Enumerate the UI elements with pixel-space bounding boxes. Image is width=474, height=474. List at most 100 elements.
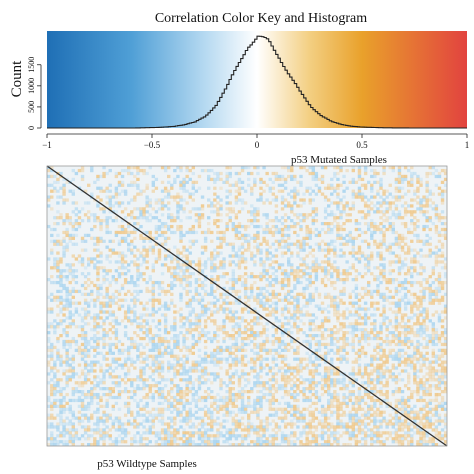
heatmap-cell — [323, 345, 328, 350]
heatmap-cell — [179, 269, 183, 273]
heatmap-cell — [228, 363, 232, 367]
heatmap-cell — [240, 260, 245, 264]
heatmap-cell — [216, 360, 220, 364]
heatmap-cell — [127, 348, 131, 352]
heatmap-cell — [96, 351, 100, 355]
heatmap-cell — [185, 248, 189, 252]
heatmap-cell — [139, 236, 143, 240]
heatmap-cell — [265, 239, 269, 243]
heatmap-cell — [216, 325, 220, 329]
heatmap-cell — [117, 363, 122, 367]
heatmap-cell — [139, 387, 143, 391]
heatmap-cell — [111, 301, 115, 305]
heatmap-cell — [219, 219, 223, 223]
heatmap-cell — [400, 295, 405, 299]
heatmap-cell — [210, 313, 214, 317]
heatmap-cell — [87, 263, 91, 267]
heatmap-cell — [274, 390, 279, 394]
heatmap-cell — [243, 272, 248, 276]
heatmap-cell — [333, 201, 337, 205]
heatmap-cell — [357, 168, 362, 173]
heatmap-cell — [256, 171, 260, 176]
heatmap-cell — [231, 404, 235, 408]
heatmap-cell — [197, 257, 202, 261]
heatmap-cell — [167, 192, 171, 196]
heatmap-cell — [139, 351, 143, 355]
heatmap-cell — [191, 166, 195, 170]
heatmap-cell — [96, 260, 100, 264]
heatmap-cell — [290, 166, 294, 170]
heatmap-cell — [176, 207, 180, 211]
heatmap-cell — [327, 378, 331, 382]
heatmap-cell — [296, 351, 300, 355]
heatmap-cell — [287, 301, 291, 305]
heatmap-cell — [437, 213, 442, 217]
heatmap-cell — [394, 195, 399, 199]
heatmap-cell — [305, 351, 309, 355]
heatmap-cell — [154, 334, 159, 338]
heatmap-cell — [354, 395, 359, 400]
heatmap-cell — [200, 398, 205, 403]
heatmap-cell — [400, 248, 405, 252]
heatmap-cell — [333, 216, 337, 220]
heatmap-cell — [308, 357, 312, 361]
heatmap-cell — [283, 304, 288, 308]
heatmap-cell — [59, 363, 63, 367]
heatmap-cell — [102, 339, 106, 344]
heatmap-cell — [185, 328, 189, 332]
heatmap-cell — [262, 239, 266, 243]
heatmap-cell — [425, 183, 429, 187]
heatmap-cell — [133, 289, 137, 294]
heatmap-cell — [228, 336, 232, 341]
heatmap-cell — [437, 289, 442, 294]
heatmap-cell — [379, 195, 383, 199]
heatmap-cell — [280, 245, 285, 249]
heatmap-cell — [117, 254, 122, 258]
heatmap-cell — [293, 224, 297, 229]
heatmap-cell — [394, 401, 399, 406]
heatmap-cell — [419, 301, 423, 305]
heatmap-cell — [163, 189, 168, 193]
heatmap-cell — [388, 166, 392, 170]
heatmap-cell — [416, 307, 420, 311]
heatmap-cell — [425, 242, 429, 246]
heatmap-cell — [243, 266, 248, 270]
heatmap-cell — [268, 201, 272, 205]
heatmap-cell — [157, 257, 162, 261]
heatmap-cell — [130, 322, 134, 326]
heatmap-cell — [253, 322, 257, 326]
heatmap-cell — [222, 286, 226, 291]
heatmap-cell — [120, 351, 125, 355]
heatmap-cell — [367, 307, 371, 311]
heatmap-cell — [299, 263, 303, 267]
heatmap-cell — [234, 263, 239, 267]
heatmap-cell — [370, 372, 374, 376]
heatmap-cell — [139, 366, 143, 370]
heatmap-cell — [59, 289, 63, 294]
heatmap-cell — [314, 381, 319, 385]
heatmap-cell — [397, 171, 402, 176]
heatmap-cell — [351, 375, 355, 379]
heatmap-cell — [277, 369, 282, 373]
heatmap-cell — [382, 213, 386, 217]
heatmap-cell — [71, 336, 75, 341]
heatmap-cell — [345, 339, 349, 344]
heatmap-cell — [327, 384, 331, 388]
heatmap-cell — [179, 363, 183, 367]
heatmap-cell — [127, 166, 131, 170]
heatmap-cell — [256, 301, 260, 305]
heatmap-cell — [323, 319, 328, 323]
heatmap-cell — [262, 387, 266, 391]
heatmap-cell — [197, 260, 202, 264]
heatmap-cell — [167, 390, 171, 394]
heatmap-cell — [53, 227, 57, 232]
heatmap-cell — [47, 307, 51, 311]
heatmap-cell — [277, 219, 282, 223]
heatmap-cell — [56, 222, 60, 226]
heatmap-cell — [413, 171, 417, 176]
heatmap-cell — [197, 224, 202, 229]
heatmap-cell — [228, 166, 232, 170]
heatmap-cell — [200, 245, 205, 249]
heatmap-cell — [117, 390, 122, 394]
heatmap-cell — [87, 301, 91, 305]
